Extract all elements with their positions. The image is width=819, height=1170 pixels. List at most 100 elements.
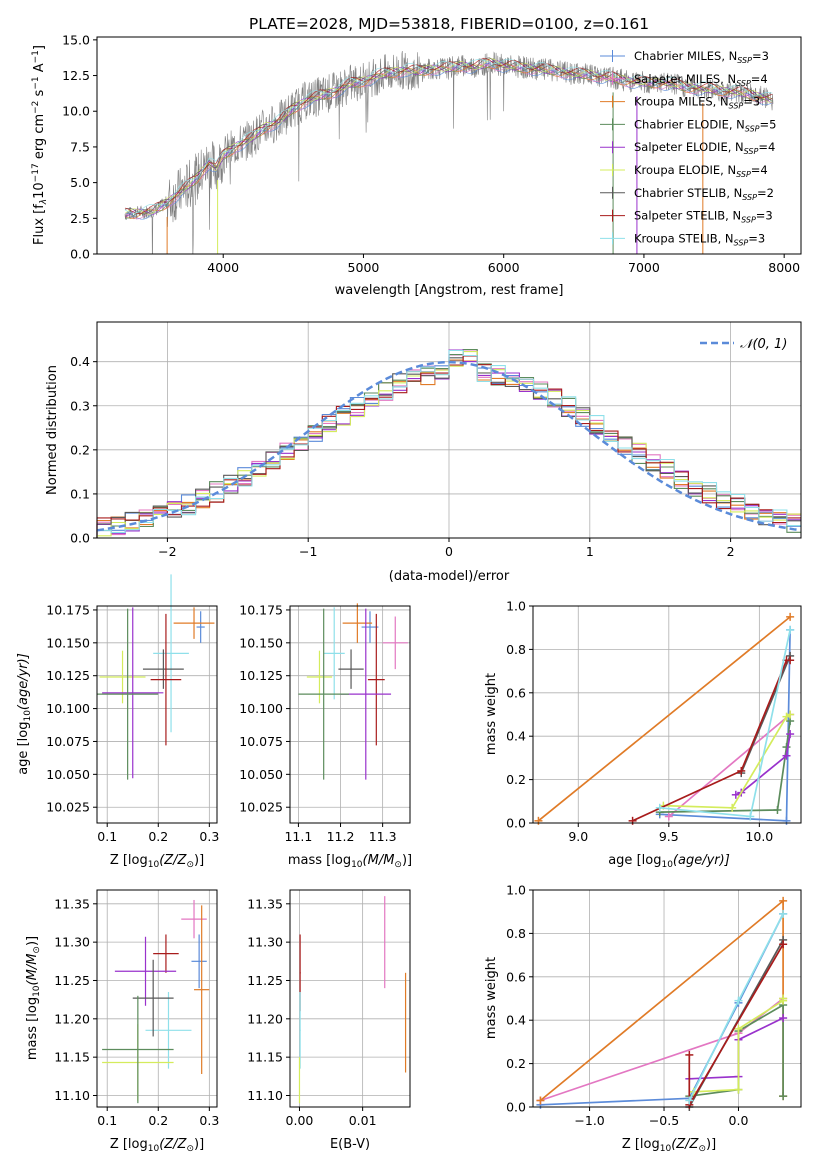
gaussian-curve bbox=[96, 360, 802, 532]
residuals-panel: −2 −1 0 1 2 0.0 0.1 0.2 0.3 0.4 𝒩(0, 1) (data-mod… bbox=[45, 321, 802, 584]
residuals-plot-area bbox=[96, 322, 802, 539]
legend-n: =3 bbox=[752, 49, 769, 63]
legend-n: =4 bbox=[758, 140, 775, 154]
mass-vs-ebv-plot-area bbox=[290, 890, 410, 1107]
age-vs-z-plot-area bbox=[97, 574, 217, 823]
y-tick-label: 15.0 bbox=[62, 32, 90, 47]
x-tick-label: 6000 bbox=[488, 260, 520, 275]
y-tick-label: 5.0 bbox=[70, 175, 90, 190]
y-tick-label: 0.6 bbox=[506, 685, 526, 700]
legend-n: =2 bbox=[757, 186, 774, 200]
y-tick-label: 0.0 bbox=[70, 531, 90, 546]
legend-entry: Salpeter STELIB, NSSP=3 bbox=[634, 209, 773, 225]
y-tick-label: 10.025 bbox=[46, 800, 90, 815]
mass-vs-ebv-xlabel: E(B-V) bbox=[330, 1137, 370, 1152]
legend-n: =3 bbox=[743, 95, 760, 109]
legend-sub: SSP bbox=[737, 56, 752, 65]
y-tick-label: 11.15 bbox=[54, 1050, 90, 1065]
weight-series-line bbox=[688, 913, 784, 1101]
age-vs-mass-xlabel: mass [log10(M/M⊙)] bbox=[288, 853, 412, 870]
y-tick-label: 0.3 bbox=[70, 398, 90, 413]
y-tick-label: 11.35 bbox=[54, 896, 90, 911]
y-tick-label: 0.2 bbox=[506, 1056, 526, 1071]
mass-vs-z-plot-area bbox=[97, 890, 217, 1107]
y-tick-label: 11.20 bbox=[247, 1011, 283, 1026]
y-tick-label: 1.0 bbox=[506, 883, 526, 898]
residuals-ticks: −2 −1 0 1 2 0.0 0.1 0.2 0.3 0.4 bbox=[70, 354, 734, 559]
weight-series-line bbox=[659, 629, 791, 818]
y-tick-label: 0.2 bbox=[70, 442, 90, 457]
y-tick-label: 11.10 bbox=[54, 1088, 90, 1103]
legend-n: =5 bbox=[760, 117, 777, 131]
y-tick-label: 0.0 bbox=[506, 1100, 526, 1115]
age-vs-z-panel: 0.1 0.2 0.3 10.025 10.050 10.075 10.100 10.125 1… bbox=[16, 574, 219, 870]
legend-sub: SSP bbox=[736, 170, 751, 179]
mass-vs-z-ylabel: mass [log10(M/M⊙)] bbox=[25, 936, 42, 1060]
y-tick-label: 0.2 bbox=[506, 772, 526, 787]
legend-label: Salpeter STELIB, N bbox=[634, 209, 741, 223]
mass-vs-ebv-frame bbox=[289, 889, 411, 1108]
legend-entry: Kroupa STELIB, NSSP=3 bbox=[634, 231, 765, 247]
legend-entry: Salpeter MILES, NSSP=4 bbox=[634, 72, 768, 88]
y-tick-label: 0.0 bbox=[70, 247, 90, 262]
weight-vs-age-panel: 9.0 9.5 10.0 0.0 0.2 0.4 0.6 0.8 1.0 age [log10(… bbox=[484, 599, 802, 870]
y-tick-label: 12.5 bbox=[62, 68, 90, 83]
figure-title: PLATE=2028, MJD=53818, FIBERID=0100, z=0… bbox=[249, 15, 649, 33]
y-tick-label: 0.4 bbox=[506, 729, 526, 744]
weight-vs-z-plot-area bbox=[533, 889, 801, 1111]
spectrum-panel: 4000 5000 6000 7000 8000 0.0 2.5 5.0 7.5 10.0 12.5… bbox=[31, 32, 802, 298]
x-tick-label: 11.1 bbox=[284, 829, 312, 844]
legend-n: =4 bbox=[751, 72, 768, 86]
model-fit-line bbox=[124, 57, 773, 215]
y-tick-label: 0.4 bbox=[506, 1013, 526, 1028]
x-tick-label: −0.5 bbox=[649, 1113, 679, 1128]
y-tick-label: 11.35 bbox=[247, 896, 283, 911]
age-vs-mass-panel: 11.1 11.2 11.3 10.025 10.050 10.075 10.100 10.1… bbox=[239, 602, 412, 870]
y-tick-label: 11.10 bbox=[247, 1088, 283, 1103]
legend-label: Kroupa STELIB, N bbox=[634, 231, 734, 245]
age-vs-mass-ticks: 11.1 11.2 11.3 10.025 10.050 10.075 10.100 10.1… bbox=[239, 602, 396, 844]
age-vs-z-frame bbox=[96, 605, 218, 824]
legend-entry: Chabrier MILES, NSSP=3 bbox=[634, 49, 769, 65]
legend-n: =3 bbox=[748, 231, 765, 245]
legend-label: Kroupa MILES, N bbox=[634, 95, 729, 109]
x-tick-label: 5000 bbox=[348, 260, 380, 275]
x-tick-label: 11.3 bbox=[369, 829, 397, 844]
legend-label: Chabrier STELIB, N bbox=[634, 186, 742, 200]
spectrum-frame bbox=[96, 36, 802, 255]
x-tick-label: 0.2 bbox=[148, 829, 168, 844]
weight-series-line bbox=[537, 616, 791, 822]
y-tick-label: 10.125 bbox=[239, 668, 283, 683]
weight-vs-age-ylabel: mass weight bbox=[484, 673, 499, 755]
spectrum-legend: Chabrier MILES, NSSP=3 Salpeter MILES, NS… bbox=[600, 49, 776, 247]
x-tick-label: 0.00 bbox=[286, 1113, 314, 1128]
y-tick-label: 0.0 bbox=[506, 816, 526, 831]
weight-vs-z-xlabel: Z [log10(Z/Z⊙)] bbox=[622, 1137, 716, 1154]
y-tick-label: 7.5 bbox=[70, 139, 90, 154]
y-tick-label: 1.0 bbox=[506, 599, 526, 614]
weight-vs-z-panel: −1.0 −0.5 0.0 0.0 0.2 0.4 0.6 0.8 1.0 Z [log10(Z… bbox=[484, 883, 802, 1154]
weight-series-line bbox=[740, 655, 791, 774]
legend-entry: Kroupa MILES, NSSP=3 bbox=[634, 95, 760, 111]
weight-vs-z-ticks: −1.0 −0.5 0.0 0.0 0.2 0.4 0.6 0.8 1.0 bbox=[506, 883, 748, 1129]
y-tick-label: 10.050 bbox=[239, 767, 283, 782]
residual-histogram bbox=[96, 354, 801, 538]
gauss-legend-label: 𝒩(0, 1) bbox=[740, 337, 787, 352]
mass-vs-z-panel: 0.1 0.2 0.311.1011.1511.2011.2511.3011.35 … bbox=[25, 889, 219, 1154]
model-fit-line bbox=[124, 63, 773, 220]
y-tick-label: 10.150 bbox=[239, 635, 283, 650]
y-tick-label: 10.175 bbox=[46, 602, 90, 617]
legend-n: =4 bbox=[751, 163, 768, 177]
spectrum-ylabel: Flux [fλ10−17 erg cm−2 s−1 A−1] bbox=[31, 45, 49, 245]
mass-vs-z-xlabel: Z [log10(Z/Z⊙)] bbox=[110, 1137, 204, 1154]
legend-sub: SSP bbox=[729, 102, 744, 111]
x-tick-label: 8000 bbox=[768, 260, 800, 275]
x-tick-label: 1 bbox=[586, 544, 594, 559]
y-tick-label: 0.8 bbox=[506, 642, 526, 657]
legend-entry: Chabrier ELODIE, NSSP=5 bbox=[634, 117, 776, 133]
weight-series-line bbox=[668, 713, 791, 818]
x-tick-label: 0.0 bbox=[729, 1113, 749, 1128]
y-tick-label: 10.050 bbox=[46, 767, 90, 782]
y-tick-label: 0.1 bbox=[70, 486, 90, 501]
